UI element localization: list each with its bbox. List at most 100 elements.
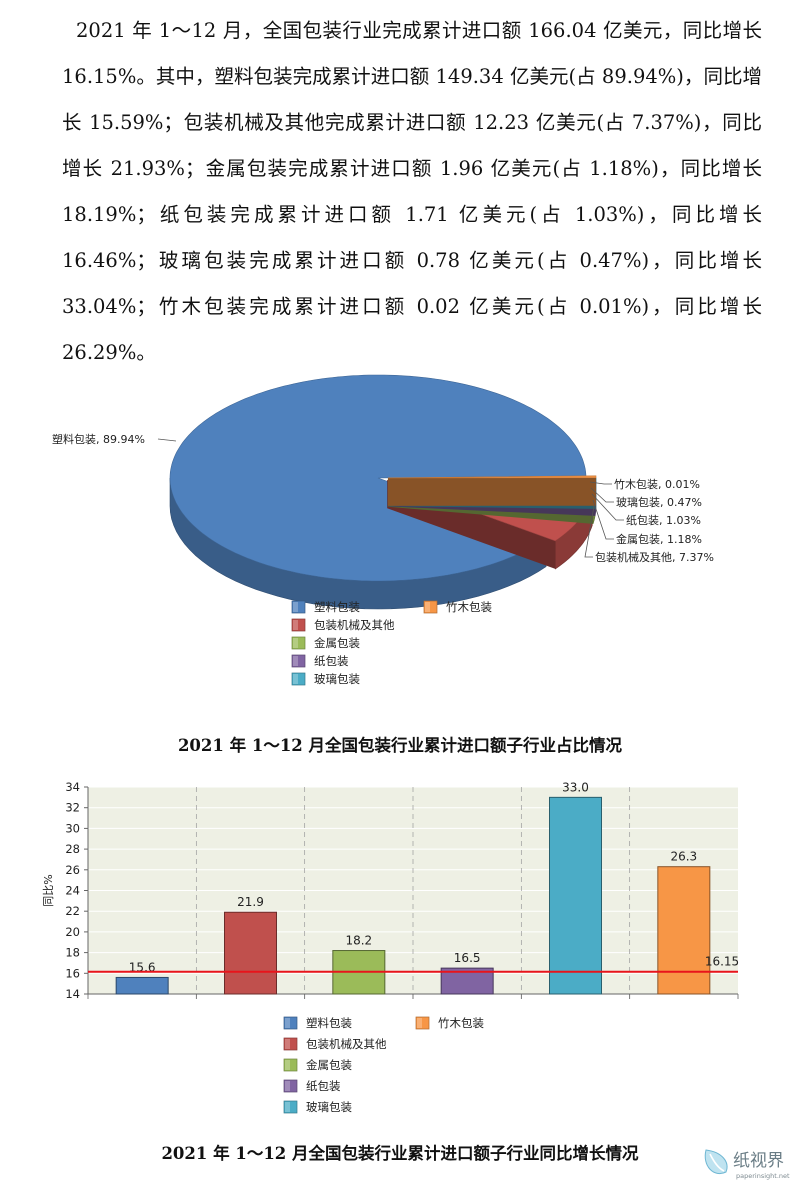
pie-leader-line — [591, 493, 624, 521]
y-tick-label: 28 — [65, 842, 80, 856]
intro-paragraph: 2021 年 1～12 月，全国包装行业完成累计进口额 166.04 亿美元，同… — [62, 19, 762, 364]
bar-legend-swatch — [283, 1037, 298, 1051]
bar-legend-swatch-highlight — [285, 1081, 290, 1091]
pie-legend-label: 纸包装 — [314, 654, 349, 668]
bar-chart-title: 2021 年 1～12 月全国包装行业累计进口额子行业同比增长情况 — [161, 1144, 639, 1163]
pie-label: 塑料包装, 89.94% — [52, 432, 145, 446]
pie-chart-title: 2021 年 1～12 月全国包装行业累计进口额子行业占比情况 — [177, 736, 623, 755]
pie-legend-swatch — [291, 636, 306, 650]
y-tick-label: 24 — [65, 884, 80, 898]
bar — [224, 911, 277, 995]
pie-legend-item: 竹木包装 — [423, 600, 492, 614]
bar-value-label: 21.9 — [237, 895, 264, 909]
pie-legend-swatch-highlight — [293, 638, 298, 648]
pie-legend-label: 塑料包装 — [314, 600, 360, 614]
pie-legend-item: 玻璃包装 — [291, 672, 360, 686]
y-axis: 14 16 18 20 22 24 26 28 30 32 34 同比% — [42, 780, 89, 1001]
y-tick-label: 34 — [65, 780, 80, 794]
pie-legend-swatch — [291, 600, 306, 614]
pie-legend-swatch-highlight — [425, 602, 430, 612]
pie-legend-item: 塑料包装 — [291, 600, 360, 614]
grid — [88, 786, 738, 1000]
bar-legend-swatch — [283, 1079, 298, 1093]
pie-label: 纸包装, 1.03% — [626, 514, 701, 527]
bar-legend-swatch-highlight — [285, 1102, 290, 1112]
bar — [657, 866, 711, 995]
pie-legend-swatch — [291, 672, 306, 686]
bar-value-label: 26.3 — [670, 850, 697, 864]
pie-legend-swatch-highlight — [293, 656, 298, 666]
bar-legend-label: 金属包装 — [306, 1058, 352, 1072]
bar-legend-item: 金属包装 — [283, 1058, 352, 1072]
pie-label: 金属包装, 1.18% — [616, 532, 702, 546]
watermark-url: paperinsight.net — [736, 1172, 790, 1180]
bar-legend-swatch-highlight — [285, 1018, 290, 1028]
bar-legend-item: 纸包装 — [283, 1079, 341, 1093]
y-tick-label: 20 — [65, 925, 80, 939]
bar-legend-swatch-highlight — [285, 1060, 290, 1070]
pie-label: 玻璃包装, 0.47% — [616, 495, 702, 509]
y-tick-label: 14 — [65, 987, 80, 1001]
pie-legend-label: 金属包装 — [314, 636, 360, 650]
watermark-logo: 纸视界 paperinsight.net — [704, 1149, 790, 1180]
pie-labels: 塑料包装, 89.94% 竹木包装, 0.01% 玻璃包装, 0.47% 纸包装, 1… — [52, 432, 714, 564]
pie-legend-label: 竹木包装 — [446, 600, 492, 614]
pie-label: 竹木包装, 0.01% — [614, 477, 700, 491]
bar-legend-swatch-highlight — [285, 1039, 290, 1049]
pie-legend-swatch-highlight — [293, 674, 298, 684]
pie-legend-swatch — [423, 600, 438, 614]
pie-leader-line — [590, 487, 614, 503]
pie-leader-line — [157, 438, 177, 442]
pie-leader-line — [592, 499, 614, 540]
pie-label: 包装机械及其他, 7.37% — [595, 550, 714, 564]
leaf-icon — [704, 1149, 728, 1174]
bar-legend-item: 竹木包装 — [415, 1016, 484, 1030]
pie-slice-inner-wall — [388, 477, 596, 506]
bar-value-label: 18.2 — [345, 934, 372, 948]
bar-chart: 1416182022242628303234同比%15.621.918.216.… — [42, 780, 739, 1114]
bar-legend-label: 塑料包装 — [306, 1016, 352, 1030]
bars: 15.621.918.216.533.026.3 — [115, 780, 711, 995]
y-tick-label: 30 — [65, 821, 80, 835]
y-tick-label: 16 — [65, 966, 80, 980]
bar-legend-item: 塑料包装 — [283, 1016, 352, 1030]
bar-legend-item: 包装机械及其他 — [283, 1037, 387, 1051]
pie-leader-line — [584, 505, 595, 558]
pie-chart: 塑料包装, 89.94% 竹木包装, 0.01% 玻璃包装, 0.47% 纸包装, 1… — [52, 374, 714, 686]
bar-legend-swatch — [283, 1058, 298, 1072]
pie-legend-item: 金属包装 — [291, 636, 360, 650]
bar-legend-label: 竹木包装 — [438, 1016, 484, 1030]
bar-legend-item: 玻璃包装 — [283, 1100, 352, 1114]
pie-legend-item: 纸包装 — [291, 654, 349, 668]
bar-legend-swatch — [415, 1016, 430, 1030]
bar-value-label: 16.5 — [454, 951, 481, 965]
watermark-name: 纸视界 — [733, 1151, 784, 1171]
pie-slice-group-small — [387, 475, 597, 506]
bar-legend-swatch — [283, 1100, 298, 1114]
bar-legend-label: 玻璃包装 — [306, 1100, 352, 1114]
y-axis-label: 同比% — [42, 874, 55, 906]
y-tick-label: 18 — [65, 946, 80, 960]
pie-legend-item: 包装机械及其他 — [291, 618, 395, 632]
bar-legend-label: 包装机械及其他 — [306, 1037, 387, 1051]
bar-value-label: 33.0 — [562, 780, 589, 794]
y-tick-label: 26 — [65, 863, 80, 877]
y-tick-label: 22 — [65, 904, 80, 918]
pie-leader-line — [589, 481, 612, 485]
pie-slice — [387, 475, 597, 479]
pie-legend-label: 玻璃包装 — [314, 672, 360, 686]
pie-legend-swatch — [291, 654, 306, 668]
bar-legend-swatch — [283, 1016, 298, 1030]
pie-legend-swatch — [291, 618, 306, 632]
pie-legend-swatch-highlight — [293, 602, 298, 612]
bar-legend-label: 纸包装 — [306, 1079, 341, 1093]
pie-legend-swatch-highlight — [293, 620, 298, 630]
y-tick-label: 32 — [65, 801, 80, 815]
bar — [115, 976, 169, 995]
reference-line-label: 16.15 — [705, 955, 739, 969]
pie-legend-label: 包装机械及其他 — [314, 618, 395, 632]
bar — [549, 796, 602, 995]
bar-legend-swatch-highlight — [417, 1018, 422, 1028]
